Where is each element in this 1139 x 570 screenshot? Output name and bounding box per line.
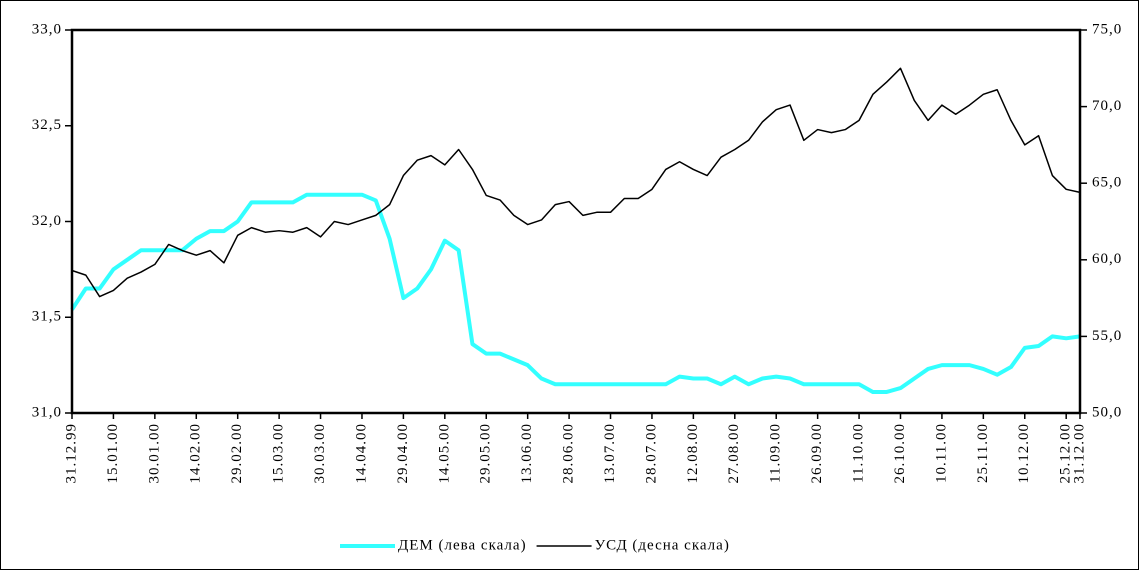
x-tick-label: 25.12.00 <box>1058 423 1074 484</box>
y2-tick-label: 55,0 <box>1092 328 1122 344</box>
x-tick-label: 12.08.00 <box>685 423 701 484</box>
y2-tick-label: 60,0 <box>1092 251 1122 267</box>
x-tick-label: 15.03.00 <box>271 423 287 484</box>
y-tick-label: 31,5 <box>32 309 62 325</box>
x-tick-label: 25.11.00 <box>975 423 991 483</box>
x-tick-label: 30.01.00 <box>146 423 162 484</box>
x-tick-label: 14.05.00 <box>436 423 452 484</box>
y-tick-label: 32,0 <box>32 213 62 229</box>
y2-tick-label: 70,0 <box>1092 98 1122 114</box>
x-tick-label: 29.04.00 <box>395 423 411 484</box>
y-tick-label: 31,0 <box>32 404 62 420</box>
series-line <box>70 192 1081 394</box>
x-tick-label: 29.05.00 <box>478 423 494 484</box>
x-tick-label: 15.01.00 <box>105 423 121 484</box>
legend-label: УСД (десна скала) <box>595 537 730 553</box>
plot-frame <box>70 28 1082 415</box>
x-tick-label: 11.10.00 <box>851 423 867 483</box>
x-tick-label: 26.10.00 <box>892 423 908 484</box>
x-tick-label: 28.06.00 <box>561 423 577 484</box>
x-tick-label: 31.12.99 <box>63 423 79 484</box>
x-tick-label: 11.09.00 <box>768 423 784 483</box>
y-tick-label: 33,0 <box>32 21 62 37</box>
x-tick-label: 28.07.00 <box>643 423 659 484</box>
y2-tick-label: 50,0 <box>1092 404 1122 420</box>
x-tick-label: 27.08.00 <box>726 423 742 484</box>
y-tick-label: 32,5 <box>32 117 62 133</box>
x-tick-label: 13.06.00 <box>519 423 535 484</box>
x-tick-label: 13.07.00 <box>602 423 618 484</box>
y2-tick-label: 75,0 <box>1092 21 1122 37</box>
x-tick-label: 30.03.00 <box>312 423 328 484</box>
x-tick-label: 10.12.00 <box>1016 423 1032 484</box>
y2-tick-label: 65,0 <box>1092 175 1122 191</box>
series-line <box>71 67 1081 298</box>
x-tick-label: 14.02.00 <box>188 423 204 484</box>
x-tick-label: 26.09.00 <box>809 423 825 484</box>
x-tick-label: 29.02.00 <box>229 423 245 484</box>
legend-label: ДЕМ (лева скала) <box>398 537 527 553</box>
x-tick-label: 31.12.00 <box>1071 423 1087 484</box>
x-tick-label: 10.11.00 <box>933 423 949 483</box>
x-tick-label: 14.04.00 <box>353 423 369 484</box>
